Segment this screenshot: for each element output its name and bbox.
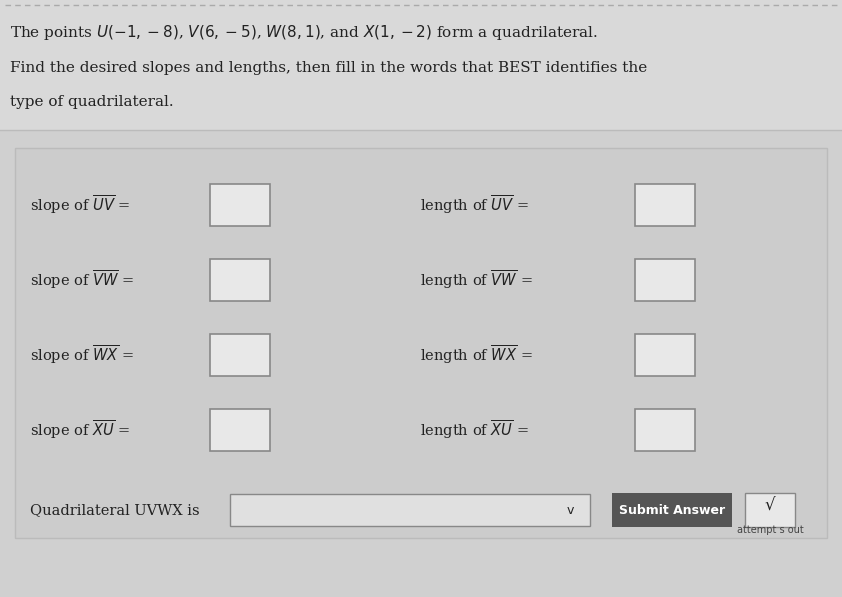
Text: slope of $\overline{VW}$ =: slope of $\overline{VW}$ =	[30, 269, 134, 291]
FancyBboxPatch shape	[210, 184, 270, 226]
Text: slope of $\overline{XU}$ =: slope of $\overline{XU}$ =	[30, 418, 131, 441]
FancyBboxPatch shape	[612, 493, 732, 527]
FancyBboxPatch shape	[210, 409, 270, 451]
Text: attempt s out: attempt s out	[737, 525, 803, 535]
FancyBboxPatch shape	[635, 184, 695, 226]
FancyBboxPatch shape	[0, 130, 842, 597]
Text: The points $U(-1, -8)$, $V(6, -5)$, $W(8, 1)$, and $X(1, -2)$ form a quadrilater: The points $U(-1, -8)$, $V(6, -5)$, $W(8…	[10, 23, 598, 42]
FancyBboxPatch shape	[0, 0, 842, 130]
Text: length of $\overline{XU}$ =: length of $\overline{XU}$ =	[420, 418, 529, 441]
Text: Submit Answer: Submit Answer	[619, 503, 725, 516]
FancyBboxPatch shape	[745, 493, 795, 527]
Text: type of quadrilateral.: type of quadrilateral.	[10, 95, 173, 109]
FancyBboxPatch shape	[230, 494, 590, 526]
Text: v: v	[567, 503, 573, 516]
FancyBboxPatch shape	[635, 409, 695, 451]
Text: length of $\overline{WX}$ =: length of $\overline{WX}$ =	[420, 344, 533, 367]
Text: Quadrilateral UVWX is: Quadrilateral UVWX is	[30, 503, 200, 517]
Text: slope of $\overline{UV}$ =: slope of $\overline{UV}$ =	[30, 193, 131, 216]
FancyBboxPatch shape	[210, 259, 270, 301]
Text: Find the desired slopes and lengths, then fill in the words that BEST identifies: Find the desired slopes and lengths, the…	[10, 61, 647, 75]
FancyBboxPatch shape	[210, 334, 270, 376]
FancyBboxPatch shape	[15, 148, 827, 538]
Text: length of $\overline{UV}$ =: length of $\overline{UV}$ =	[420, 193, 529, 216]
Text: length of $\overline{VW}$ =: length of $\overline{VW}$ =	[420, 269, 533, 291]
FancyBboxPatch shape	[635, 259, 695, 301]
Text: slope of $\overline{WX}$ =: slope of $\overline{WX}$ =	[30, 344, 134, 367]
FancyBboxPatch shape	[635, 334, 695, 376]
Text: √: √	[765, 497, 775, 515]
